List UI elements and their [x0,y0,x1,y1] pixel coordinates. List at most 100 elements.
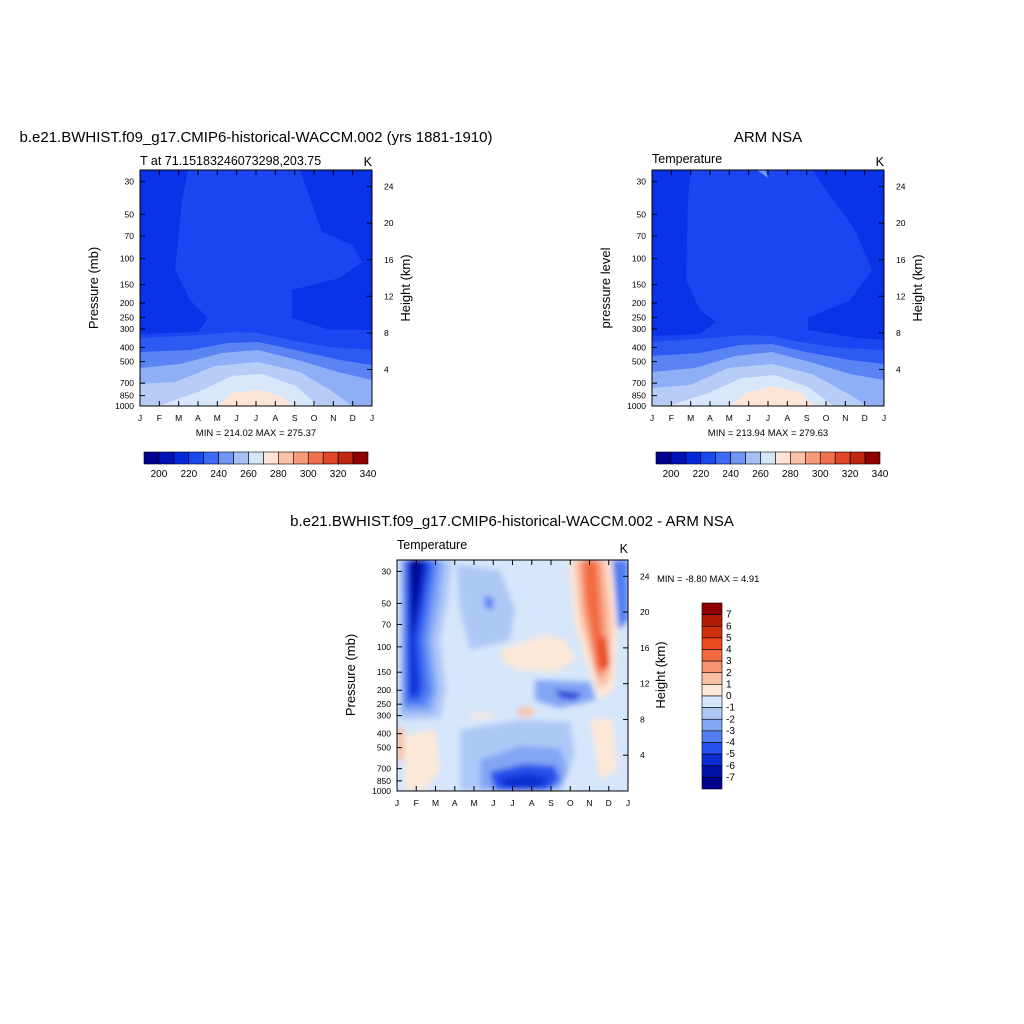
panel-c-colorbar-label: 1 [726,679,732,690]
panel-c-x-tick-label: N [586,798,592,808]
panel-c-y-label-left: Pressure (mb) [343,634,358,716]
panel-b-x-tick-label: S [804,413,810,423]
panel-b-colorbar-label: 300 [812,469,829,480]
panel-a-x-tick-label: M [214,413,221,423]
panel-c-colorbar-swatch [701,753,723,767]
panel-b-y-label-right: Height (km) [910,254,925,321]
panel-c-height-tick-label: 8 [640,714,645,724]
panel-c-colorbar-label: -1 [726,703,735,714]
panel-c-colorbar-label: 6 [726,621,732,632]
panel-c-y-tick-label: 30 [382,566,392,576]
panel-b-y-tick-label: 250 [632,312,646,322]
panel-c-colorbar-label: 0 [726,691,732,702]
panel-b-colorbar-swatch [834,451,851,465]
panel-a-colorbar-label: 240 [210,469,227,480]
panel-b-colorbar-swatch [849,451,866,465]
panel-b-colorbar-swatch [685,451,702,465]
panel-c-height-tick-label: 4 [640,750,645,760]
panel-a-height-tick-label: 12 [384,291,394,301]
panel-b-y-tick-label: 50 [637,209,647,219]
panel-a-y-tick-label: 200 [120,298,134,308]
panel-b-x-tick-label: A [784,413,790,423]
panel-b-x-tick-label: A [707,413,713,423]
panel-b-x-tick-label: J [766,413,770,423]
panel-a-field [140,170,372,406]
panel-a-x-tick-label: S [292,413,298,423]
panel-b-colorbar-swatch [655,451,672,465]
panel-a-colorbar-swatch [233,451,249,465]
panel-c-ticks: J F M A M J J A S O N D J 30 50 70 100 150 200 250 300 400 500… [372,560,650,808]
panel-b-colorbar-swatch [715,451,731,465]
panel-b-x-tick-label: J [882,413,886,423]
panel-a-x-tick-label: D [350,413,356,423]
panel-a-x-tick-label: J [370,413,374,423]
panel-a: b.e21.BWHIST.f09_g17.CMIP6-historical-WA… [20,129,493,480]
panel-c-colorbar-label: -3 [726,726,735,737]
panel-a-colorbar-label: 320 [330,469,347,480]
panel-a-colorbar-label: 340 [360,469,377,480]
panel-a-y-tick-label: 150 [120,280,134,290]
panel-c-x-tick-label: M [470,798,477,808]
panel-c-y-tick-label: 70 [382,619,392,629]
panel-b-x-tick-label: J [650,413,654,423]
panel-a-colorbar-swatch [263,451,279,465]
panel-c-colorbar-label: 2 [726,668,732,679]
panel-c-left-label: Temperature [397,538,467,552]
panel-b-y-tick-label: 30 [637,177,647,187]
panel-b-y-tick-label: 100 [632,254,646,264]
panel-c-x-tick-label: J [626,798,630,808]
panel-b-title: ARM NSA [734,129,802,146]
panel-c-colorbar-label: -4 [726,738,735,749]
panel-b-colorbar-swatch [760,451,776,465]
panel-b-x-tick-label: N [842,413,848,423]
panel-a-y-label-right: Height (km) [398,254,413,321]
panel-a-x-tick-label: O [311,413,318,423]
panel-a-colorbar-swatch [173,451,190,465]
panel-b-y-tick-label: 70 [637,231,647,241]
panel-c-colorbar-label: 5 [726,633,732,644]
panel-a-height-tick-label: 4 [384,364,389,374]
panel-b-ticks: J F M A M J J A S O N D J 30 50 70 100 150 200 250 300 400 500… [627,170,906,423]
panel-a-y-tick-label: 50 [125,209,135,219]
panel-b-stats: MIN = 213.94 MAX = 279.63 [708,428,828,439]
panel-b-colorbar-swatch [864,451,881,465]
panel-a-colorbar-swatch [278,451,294,465]
panel-b-y-tick-label: 200 [632,298,646,308]
panel-c-colorbar-label: 3 [726,656,732,667]
panel-c-x-tick-label: F [414,798,419,808]
panel-b-x-tick-label: M [687,413,694,423]
panel-a-colorbar-swatch [307,451,324,465]
panel-b-units: K [876,155,885,169]
panel-a-colorbar-swatch [352,451,369,465]
panel-b-colorbar-label: 340 [872,469,889,480]
panel-c-x-tick-label: D [606,798,612,808]
panel-a-y-tick-label: 400 [120,342,134,352]
panel-b-colorbar-swatch [700,451,717,465]
panel-a-colorbar-swatch [218,451,234,465]
panel-a-height-tick-label: 20 [384,218,394,228]
panel-b-colorbar-swatch [670,451,687,465]
panel-b-height-tick-label: 12 [896,291,906,301]
panel-b-x-tick-label: F [669,413,674,423]
panel-c-title: b.e21.BWHIST.f09_g17.CMIP6-historical-WA… [290,513,734,530]
panel-b-height-tick-label: 16 [896,255,906,265]
panel-c-colorbar-swatch [701,614,723,627]
panel-c-y-tick-label: 200 [377,685,391,695]
panel-a-colorbar-label: 280 [270,469,287,480]
panel-b-colorbar-swatch [745,451,761,465]
panel-b-field [652,170,884,406]
panel-b-colorbar-swatch [790,451,806,465]
panel-a-left-label: T at 71.15183246073298,203.75 [140,154,321,168]
panel-a-colorbar-swatch [322,451,339,465]
panel-c-x-tick-label: J [395,798,399,808]
panel-b-x-tick-label: J [747,413,751,423]
panel-c-y-tick-label: 50 [382,598,392,608]
panel-c-y-tick-label: 700 [377,764,391,774]
panel-a-height-tick-label: 16 [384,255,394,265]
panel-b-x-tick-label: O [823,413,830,423]
panel-c-colorbar-swatch [701,765,723,778]
panel-b-colorbar-label: 320 [842,469,859,480]
panel-c-height-tick-label: 24 [640,571,650,581]
panel-b-y-tick-label: 500 [632,357,646,367]
panel-b-colorbar-label: 220 [692,469,709,480]
